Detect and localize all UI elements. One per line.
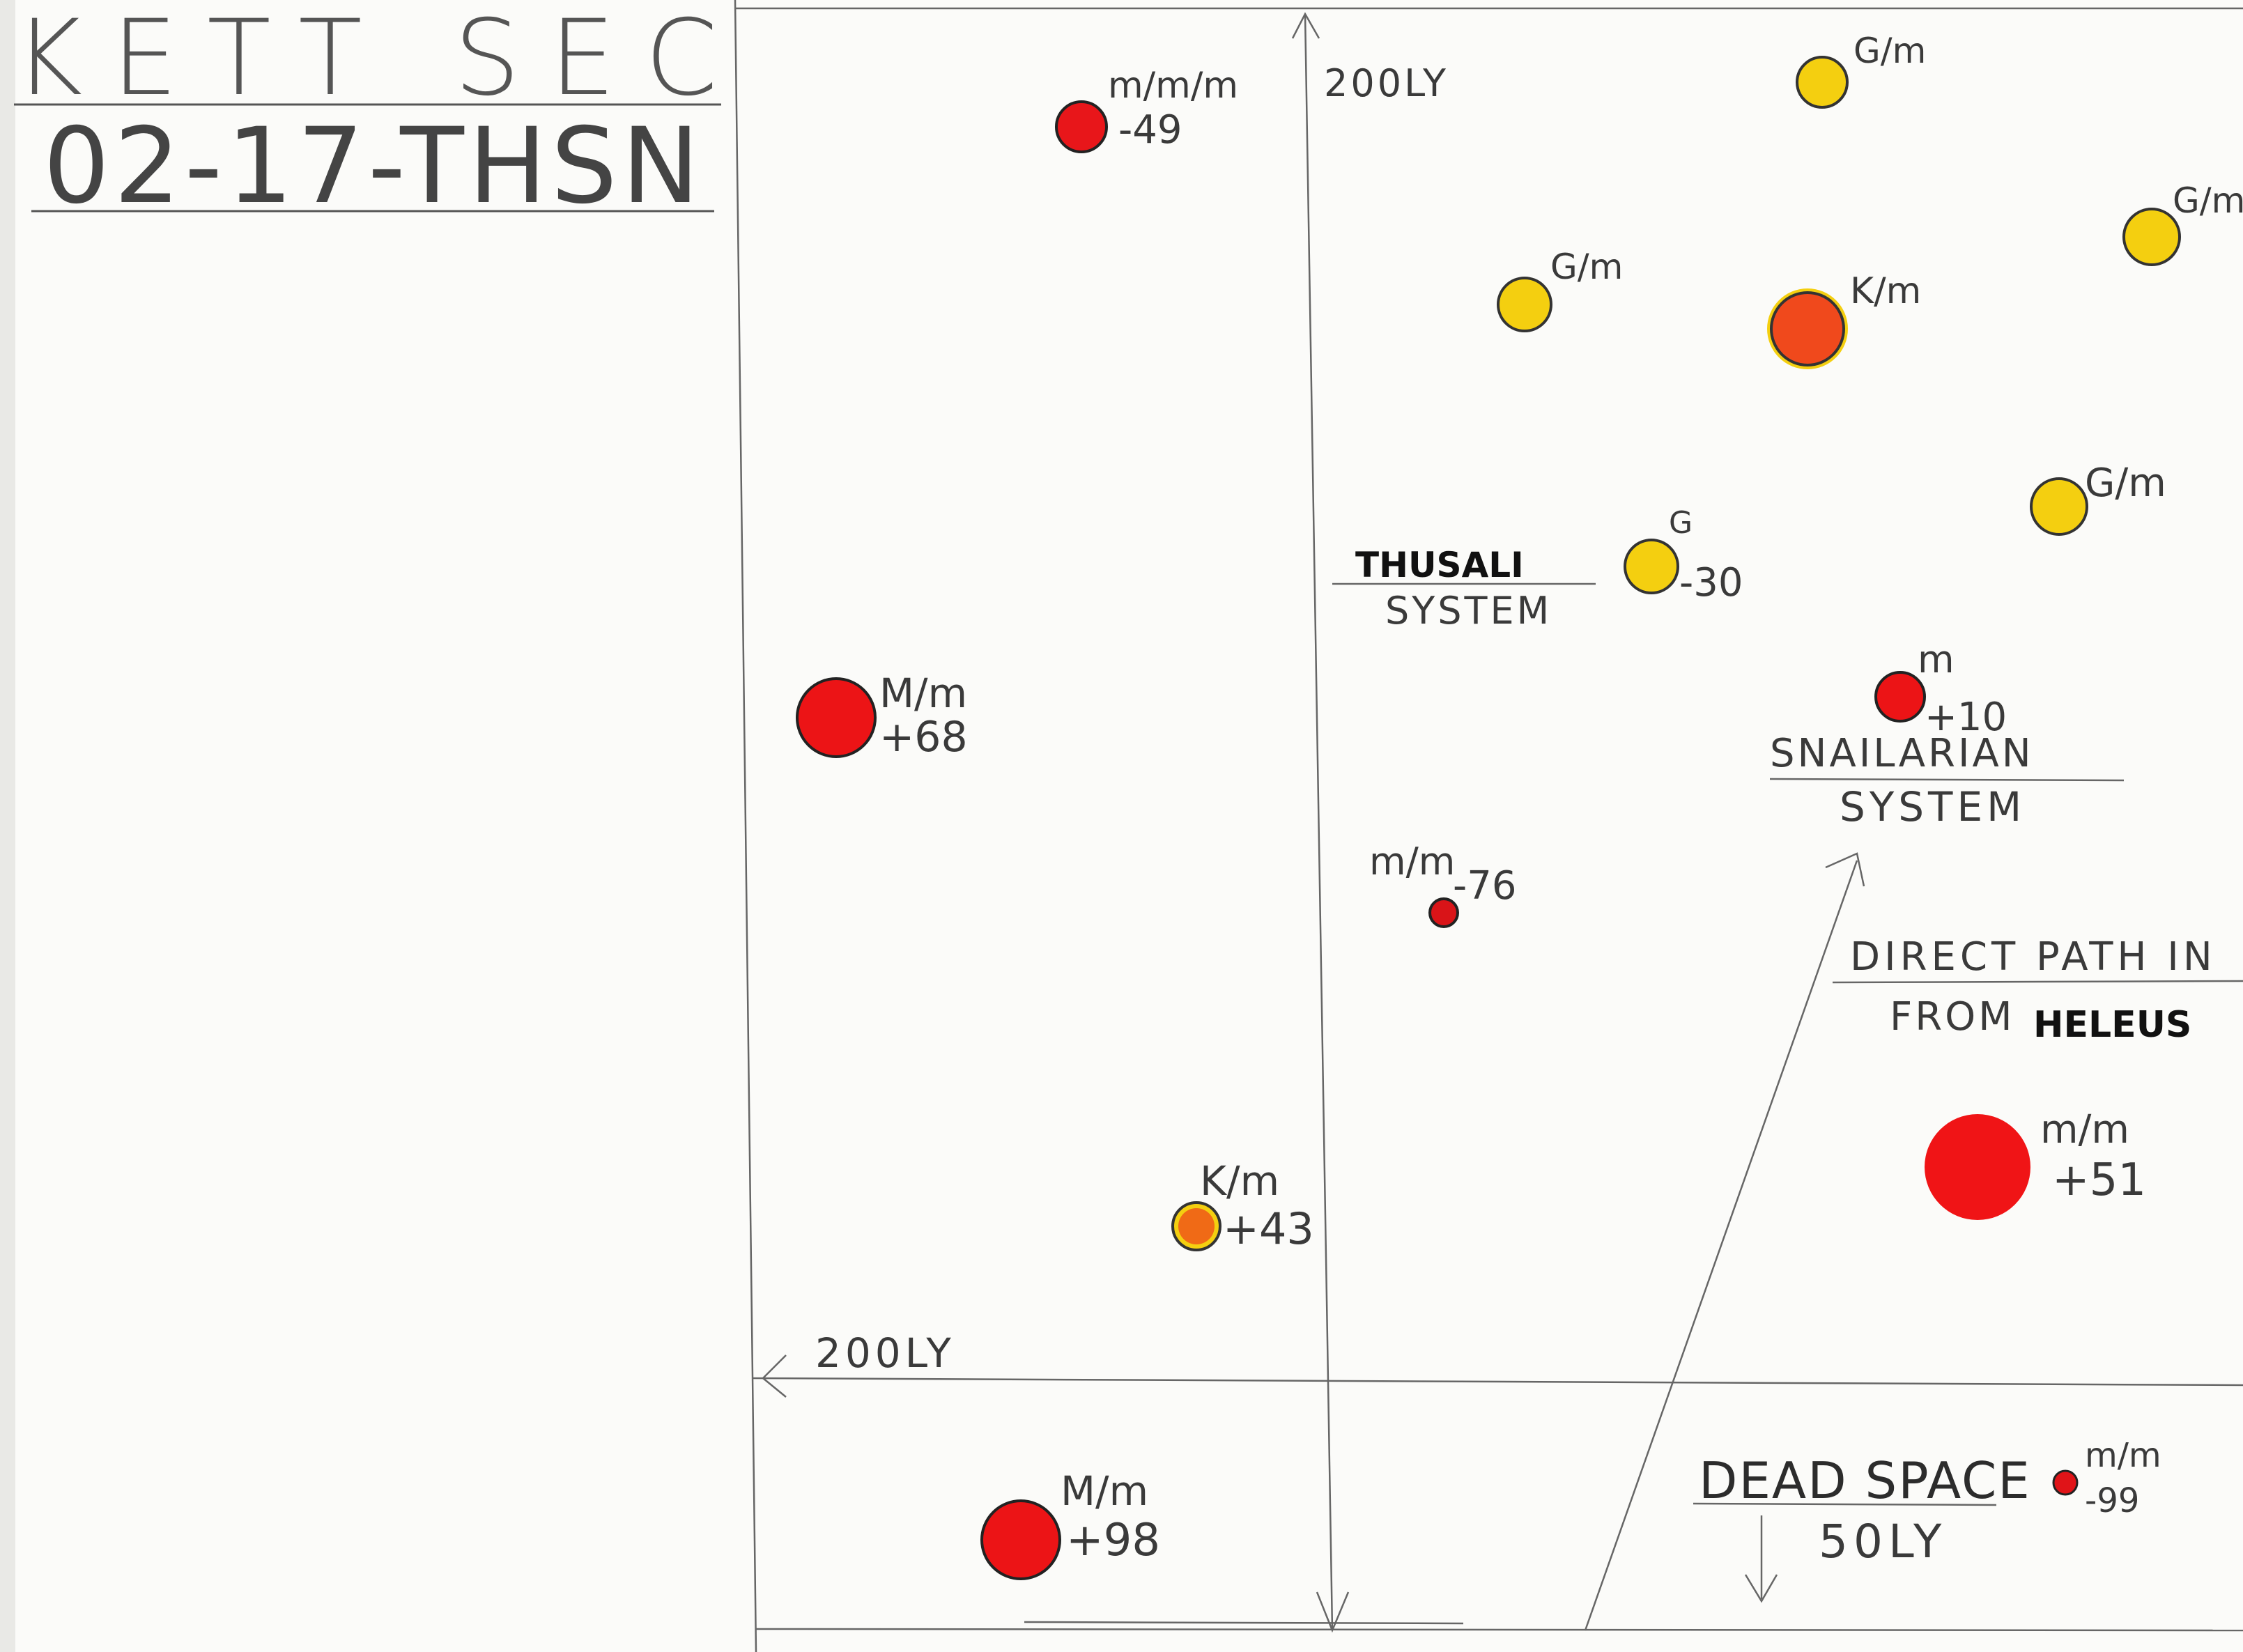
- star-class-label: G/m: [2085, 461, 2166, 506]
- star-z-label: +51: [2052, 1155, 2146, 1206]
- star-km-top[interactable]: K/m: [1767, 270, 1921, 369]
- star-class-label: m/m: [1369, 840, 1455, 883]
- snailarian-underline: [1769, 778, 2125, 782]
- snailarian-system-label: SNAILARIAN SYSTEM: [1769, 731, 2125, 831]
- vertical-scale-arrowhead-top: [1291, 12, 1320, 39]
- dead-space-note: DEAD SPACE 50LY: [1693, 1451, 2031, 1603]
- star-class-label: G/m: [1550, 247, 1623, 287]
- dead-space-underline: [1693, 1502, 1997, 1506]
- star-z-label: +68: [879, 713, 968, 762]
- path-note-underline: [1832, 980, 2243, 984]
- path-note-from: FROM: [1890, 994, 2015, 1040]
- left-boundary-line: [734, 0, 757, 1652]
- star-z-label: +98: [1066, 1515, 1160, 1566]
- horizontal-scale-label: 200LY: [815, 1329, 955, 1377]
- snailarian-name: SNAILARIAN: [1770, 731, 2034, 776]
- vertical-scale-label: 200LY: [1324, 61, 1449, 105]
- horizontal-scale-line: [752, 1377, 2243, 1387]
- vertical-scale-line: [1304, 13, 1334, 1631]
- bottom-boundary-line: [755, 1628, 2243, 1632]
- bottom-short-line: [1024, 1621, 1464, 1625]
- vertical-scale-arrowhead-bottom: [1316, 1591, 1350, 1633]
- star-gm-right[interactable]: G/m: [2122, 180, 2243, 266]
- star-mm+51[interactable]: m/m +51: [1925, 1107, 2146, 1220]
- star-mm-76[interactable]: m/m -76: [1369, 840, 1516, 928]
- star-class-label: K/m: [1850, 270, 1921, 312]
- dead-space-arrowhead: [1744, 1574, 1778, 1603]
- star-mm+68[interactable]: M/m +68: [796, 670, 968, 762]
- star-mm+98[interactable]: M/m +98: [980, 1467, 1160, 1580]
- page-edge: [0, 0, 15, 1652]
- sector-title: KETT SEC: [14, 0, 747, 119]
- star-gm-lower[interactable]: G/m: [2030, 461, 2166, 536]
- dead-space-distance: 50LY: [1819, 1515, 1947, 1568]
- star-g-30[interactable]: G -30: [1624, 505, 1743, 605]
- star-mmm-49[interactable]: m/m/m -49: [1055, 65, 1238, 153]
- star-class-label: m/m: [2040, 1107, 2129, 1152]
- direct-path-note: DIRECT PATH IN FROM HELEUS: [1832, 934, 2243, 1046]
- heleus-path-arrowhead: [1825, 852, 1865, 887]
- star-class-label: G: [1669, 505, 1693, 541]
- path-note-line1: DIRECT PATH IN: [1850, 934, 2217, 980]
- star-class-label: m/m/m: [1108, 65, 1238, 107]
- thusali-suffix: SYSTEM: [1385, 589, 1552, 633]
- star-mm-99[interactable]: m/m -99: [2052, 1436, 2161, 1520]
- star-class-label: m: [1918, 638, 1955, 681]
- star-z-label: +43: [1223, 1203, 1314, 1254]
- dead-space-label: DEAD SPACE: [1699, 1451, 2031, 1510]
- snailarian-suffix: SYSTEM: [1840, 783, 2026, 831]
- star-m+10[interactable]: m +10: [1874, 638, 2007, 740]
- path-note-heleus: HELEUS: [2033, 1004, 2191, 1046]
- horizontal-scale-arrowhead: [762, 1354, 787, 1398]
- star-class-label: M/m: [879, 670, 967, 717]
- star-z-label: -76: [1453, 863, 1516, 909]
- sector-code: 02-17-THSN: [43, 106, 704, 227]
- star-z-label: -99: [2085, 1481, 2139, 1520]
- star-z-label: +10: [1925, 695, 2007, 740]
- star-gm-mid[interactable]: G/m: [1497, 247, 1623, 332]
- star-class-label: G/m: [2173, 180, 2243, 221]
- star-z-label: -30: [1679, 560, 1743, 605]
- thusali-name: THUSALI: [1355, 545, 1524, 585]
- star-gm-top[interactable]: G/m: [1796, 31, 1926, 109]
- star-class-label: K/m: [1200, 1157, 1279, 1205]
- heleus-path-line: [1584, 860, 1858, 1631]
- star-class-label: M/m: [1061, 1467, 1148, 1515]
- star-z-label: -49: [1118, 107, 1182, 153]
- thusali-system-label: THUSALI SYSTEM: [1332, 545, 1596, 633]
- star-km+43[interactable]: K/m +43: [1171, 1157, 1314, 1254]
- star-class-label: m/m: [2085, 1436, 2161, 1475]
- star-class-label: G/m: [1853, 31, 1926, 71]
